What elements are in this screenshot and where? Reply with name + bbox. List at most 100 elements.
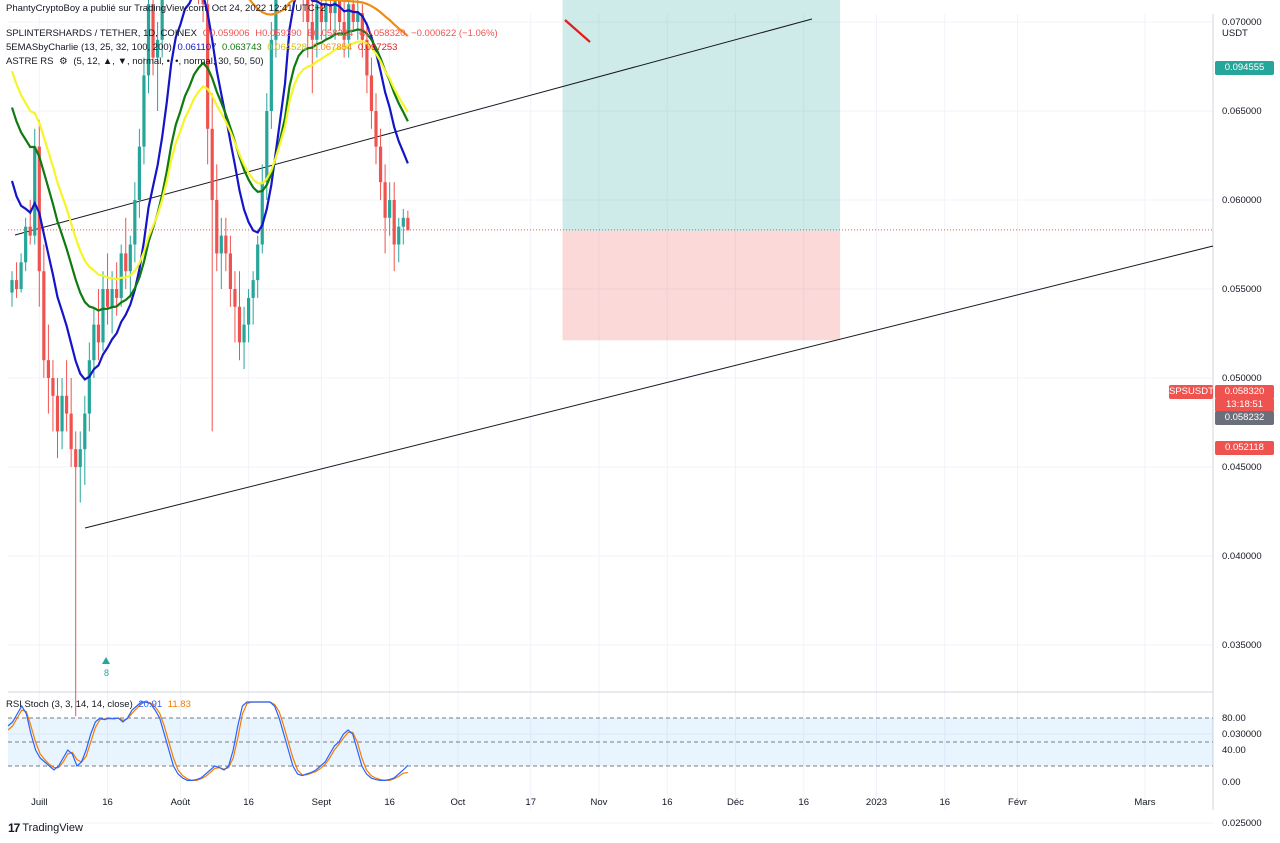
candle-body xyxy=(119,253,123,298)
candle-body xyxy=(338,0,342,23)
candle-body xyxy=(87,360,91,414)
candle-body xyxy=(142,75,146,147)
candle-body xyxy=(319,4,323,22)
time-tick-label: Févr xyxy=(1008,797,1027,808)
candle-body xyxy=(105,289,110,307)
symbol-name[interactable]: SPLINTERSHARDS / TETHER, 1D, COINEX xyxy=(6,28,197,39)
candle-body xyxy=(383,182,387,218)
ema25-value: 0.063743 xyxy=(222,42,262,53)
time-tick-label: Mars xyxy=(1134,797,1155,808)
candle-body xyxy=(374,111,378,147)
candle-body xyxy=(219,235,223,254)
time-tick-label: Août xyxy=(171,797,191,808)
candle-body xyxy=(42,271,46,361)
astre-params: (5, 12, ▲, ▼, normal, •, •, normal, 30, … xyxy=(73,56,264,67)
time-tick-label: 16 xyxy=(662,797,673,808)
long-position-tool[interactable] xyxy=(562,0,841,341)
candle-body xyxy=(201,0,205,5)
candle-body xyxy=(46,360,50,378)
stoch-d-line xyxy=(7,701,408,782)
astre-indicator-line: ASTRE RS ⚙ (5, 12, ▲, ▼, normal, •, •, n… xyxy=(6,56,267,68)
channel-upper-line xyxy=(14,18,813,236)
profit-zone xyxy=(562,0,841,232)
candle-body xyxy=(14,280,19,289)
tradingview-logo-text: TradingView xyxy=(22,822,83,834)
astre-name[interactable]: ASTRE RS xyxy=(6,56,54,67)
candle-body xyxy=(228,253,232,289)
price-tick-label: 0.025000 xyxy=(1222,818,1262,829)
candle-body xyxy=(55,395,60,432)
symbol-ohlc-line: SPLINTERSHARDS / TETHER, 1D, COINEX O0.0… xyxy=(6,28,501,40)
ema100-value: 0.067854 xyxy=(312,42,353,53)
candle-body xyxy=(28,226,32,236)
candle-body xyxy=(342,22,346,40)
candle-body xyxy=(37,146,41,272)
ema-13-line xyxy=(10,0,409,381)
candle-body xyxy=(351,4,355,22)
time-axis[interactable]: Juill 16 Août 16 Sept 16 Oct 17 Nov 16 Déc 16 2023 16… xyxy=(31,797,1156,808)
candle-body xyxy=(160,0,164,40)
candle-body xyxy=(269,39,273,111)
candle-body xyxy=(324,4,328,22)
candle-body xyxy=(378,146,383,183)
stoch-rsi-pane xyxy=(7,701,1213,782)
price-tick-label: 0.070000 xyxy=(1222,17,1262,28)
candle-body xyxy=(237,306,242,343)
candle-body xyxy=(74,449,78,467)
time-tick-label: Déc xyxy=(727,797,744,808)
candle-body xyxy=(365,39,369,76)
tradingview-logo-icon: 17 xyxy=(8,821,20,835)
countdown-badge: 13:18:51 xyxy=(1215,398,1274,412)
ema200-value: 0.097253 xyxy=(357,42,398,53)
stoch-tick-label: 0.00 xyxy=(1222,777,1241,788)
candle-body xyxy=(251,280,255,298)
candle-body xyxy=(78,449,82,467)
candle-body xyxy=(69,413,73,450)
candle-body xyxy=(360,13,364,40)
candle-body xyxy=(137,146,141,200)
candle-body xyxy=(51,378,55,396)
high-value: H0.059390 xyxy=(255,28,302,39)
trend-channel[interactable] xyxy=(14,18,1214,529)
candle-body xyxy=(242,324,246,343)
low-value: B0.058284 xyxy=(307,28,354,39)
time-tick-label: Juill xyxy=(31,797,47,808)
ema-indicator-name[interactable]: 5EMASbyCharlie (13, 25, 32, 100, 200) xyxy=(6,42,172,53)
ema-200-line xyxy=(564,19,591,43)
grid-lines xyxy=(8,14,1214,824)
currency-label: USDT xyxy=(1222,28,1248,39)
stoch-k-line xyxy=(7,701,409,782)
settings-icon[interactable]: ⚙ xyxy=(59,56,68,67)
candle-body xyxy=(356,13,360,22)
candle-body xyxy=(369,75,374,111)
candle-body xyxy=(224,235,228,254)
candle-body xyxy=(333,0,337,14)
candle-body xyxy=(247,297,251,325)
buy-signal-label: 8 xyxy=(104,668,110,678)
last-price-badge: 0.058320 xyxy=(1215,385,1274,399)
publisher-line: PhantyCryptoBoy a publié sur TradingView… xyxy=(6,3,326,14)
time-tick-label: 16 xyxy=(939,797,950,808)
candle-body xyxy=(315,4,319,40)
candle-body xyxy=(265,111,269,183)
tradingview-logo[interactable]: 17 TradingView xyxy=(8,821,83,835)
candle-body xyxy=(24,226,28,263)
price-axis[interactable]: 0.0900000.0850000.0800000.0750000.070000… xyxy=(1222,0,1262,829)
price-tick-label: 0.060000 xyxy=(1222,195,1262,206)
price-tick-label: 0.040000 xyxy=(1222,551,1262,562)
time-tick-label: 16 xyxy=(798,797,809,808)
candle-body xyxy=(101,289,105,343)
target-price-badge: 0.094555 xyxy=(1215,61,1274,75)
price-tick-label: 0.065000 xyxy=(1222,106,1262,117)
ema-32-line xyxy=(10,40,409,281)
candle-body xyxy=(347,4,351,40)
time-tick-label: 16 xyxy=(102,797,113,808)
candle-body xyxy=(397,226,401,245)
ema-100-line xyxy=(248,0,409,37)
time-tick-label: 16 xyxy=(384,797,395,808)
stoch-name[interactable]: RSI Stoch (3, 3, 14, 14, close) xyxy=(6,699,133,710)
candle-body xyxy=(65,395,69,414)
time-tick-label: 17 xyxy=(525,797,536,808)
candle-body xyxy=(92,324,96,361)
